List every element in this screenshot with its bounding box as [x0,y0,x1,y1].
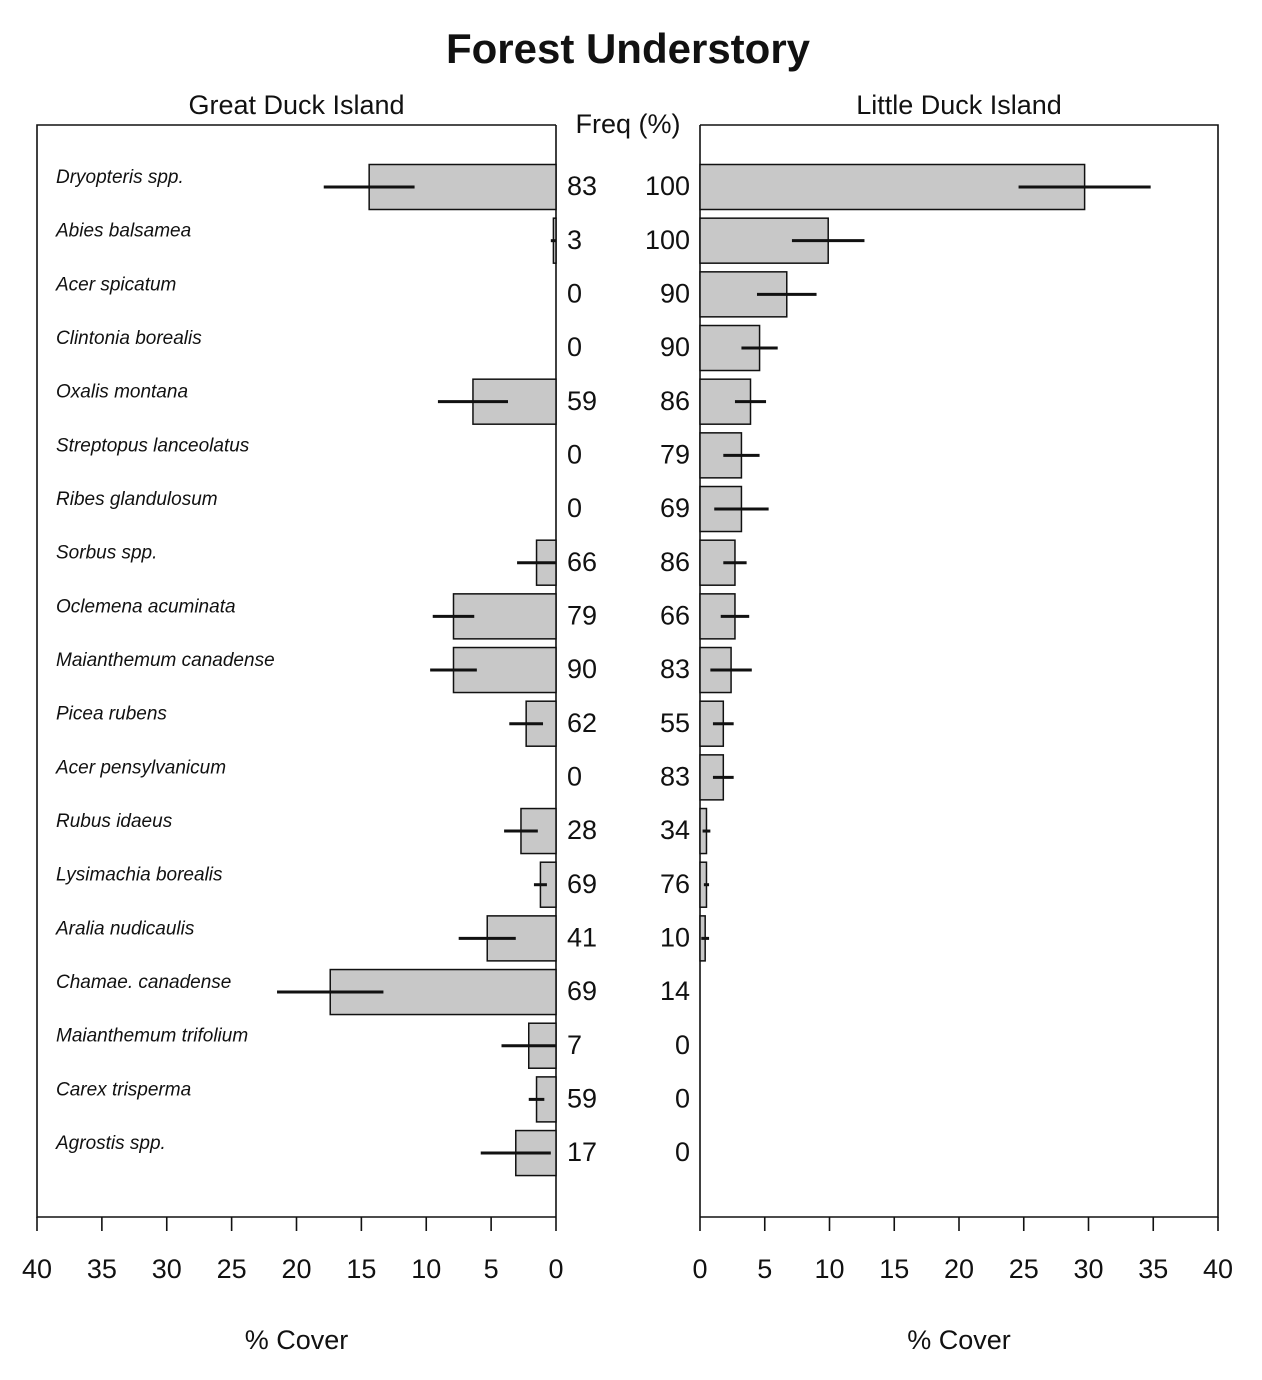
category-label: Acer spicatum [55,274,176,295]
freq-label: 0 [675,1084,690,1114]
freq-label: 14 [660,976,690,1006]
category-label: Rubus idaeus [56,811,173,832]
freq-label: 69 [567,869,597,899]
category-label: Lysimachia borealis [56,865,223,886]
category-label: Sorbus spp. [56,543,157,564]
x-tick-label: 0 [548,1254,563,1284]
freq-label: 100 [645,225,690,255]
freq-label: 28 [567,815,597,845]
x-axis-label: % Cover [907,1325,1011,1355]
freq-header: Freq (%) [575,109,680,139]
freq-label: 41 [567,923,597,953]
freq-label: 90 [567,654,597,684]
freq-label: 66 [660,600,690,630]
freq-label: 86 [660,386,690,416]
freq-label: 90 [660,332,690,362]
freq-label: 79 [567,600,597,630]
freq-label: 66 [567,547,597,577]
category-label: Maianthemum canadense [56,650,275,671]
freq-label: 62 [567,708,597,738]
freq-label: 0 [567,332,582,362]
x-tick-label: 5 [757,1254,772,1284]
freq-label: 100 [645,171,690,201]
freq-label: 59 [567,1084,597,1114]
freq-label: 10 [660,923,690,953]
x-tick-label: 35 [1138,1254,1168,1284]
freq-label: 7 [567,1030,582,1060]
x-tick-label: 0 [692,1254,707,1284]
freq-label: 86 [660,547,690,577]
category-label: Carex trisperma [56,1079,191,1100]
category-label: Oclemena acuminata [56,596,236,617]
chart-title: Forest Understory [446,25,811,72]
category-label: Ribes glandulosum [56,489,218,510]
freq-label: 0 [567,761,582,791]
x-tick-label: 20 [281,1254,311,1284]
freq-label: 90 [660,278,690,308]
x-tick-label: 10 [814,1254,844,1284]
category-label: Clintonia borealis [56,328,202,349]
x-tick-label: 5 [484,1254,499,1284]
freq-label: 17 [567,1137,597,1167]
freq-label: 0 [567,439,582,469]
freq-label: 3 [567,225,582,255]
x-tick-label: 25 [1009,1254,1039,1284]
category-label: Agrostis spp. [55,1133,166,1154]
freq-label: 0 [675,1137,690,1167]
category-label: Maianthemum trifolium [56,1026,248,1047]
category-label: Streptopus lanceolatus [56,435,250,456]
category-label: Aralia nudicaulis [55,918,195,939]
freq-label: 83 [660,761,690,791]
x-tick-label: 40 [1203,1254,1233,1284]
x-tick-label: 30 [1073,1254,1103,1284]
x-axis-label: % Cover [245,1325,349,1355]
category-label: Chamae. canadense [56,972,231,993]
freq-label: 83 [660,654,690,684]
freq-label: 79 [660,439,690,469]
freq-label: 0 [567,278,582,308]
category-label: Acer pensylvanicum [55,757,226,778]
x-tick-label: 35 [87,1254,117,1284]
freq-label: 0 [567,493,582,523]
panel-title: Little Duck Island [856,90,1062,120]
category-label: Abies balsamea [55,221,191,242]
x-tick-label: 30 [152,1254,182,1284]
freq-label: 69 [660,493,690,523]
x-tick-label: 40 [22,1254,52,1284]
freq-label: 83 [567,171,597,201]
freq-label: 59 [567,386,597,416]
category-label: Dryopteris spp. [56,167,184,188]
category-label: Oxalis montana [56,382,188,403]
freq-label: 34 [660,815,690,845]
x-tick-label: 15 [346,1254,376,1284]
freq-label: 0 [675,1030,690,1060]
freq-label: 69 [567,976,597,1006]
x-tick-label: 10 [411,1254,441,1284]
panel-title: Great Duck Island [188,90,404,120]
freq-label: 76 [660,869,690,899]
bar [452,646,557,694]
x-tick-label: 20 [944,1254,974,1284]
x-tick-label: 15 [879,1254,909,1284]
category-label: Picea rubens [56,704,167,725]
freq-label: 55 [660,708,690,738]
x-tick-label: 25 [217,1254,247,1284]
